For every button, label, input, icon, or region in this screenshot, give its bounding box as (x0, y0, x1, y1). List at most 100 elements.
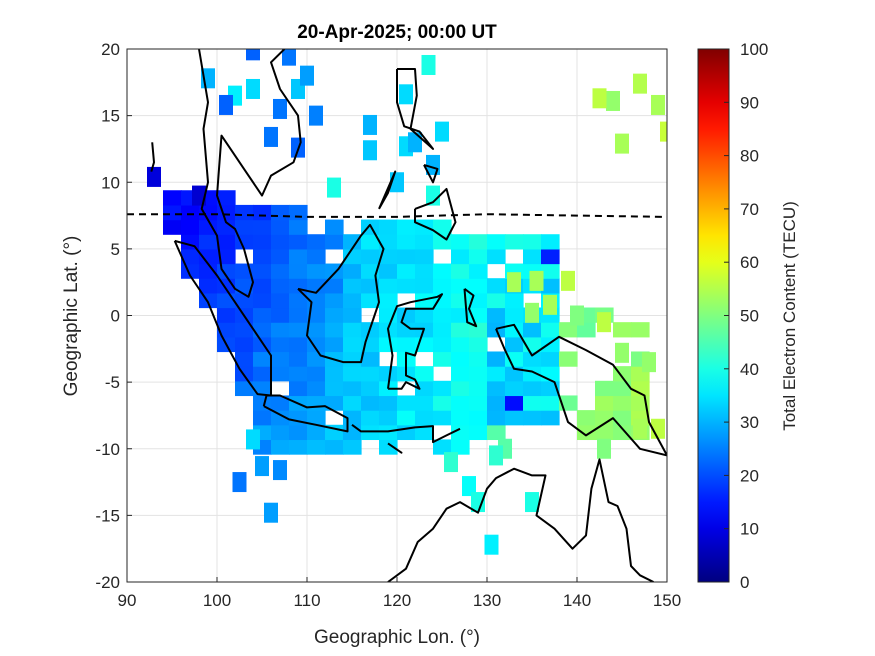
tec-cell (451, 351, 470, 367)
tec-cell (199, 278, 218, 294)
tec-cell (451, 439, 470, 455)
y-tick-label: 5 (111, 240, 120, 259)
tec-cell (289, 219, 308, 235)
tec-cell (271, 219, 290, 235)
tec-cell (361, 410, 380, 426)
tec-cell (289, 351, 308, 367)
tec-point (232, 472, 247, 493)
tec-cell (235, 219, 254, 235)
colorbar-label: Total Electron Content (TECU) (780, 201, 799, 431)
tec-point (282, 49, 296, 66)
tec-cell (433, 336, 452, 353)
tec-cell (289, 292, 308, 309)
tec-cell (289, 307, 308, 323)
tec-cell (595, 380, 614, 397)
tec-cell (541, 248, 560, 265)
y-tick-label: 10 (101, 173, 120, 192)
tec-cell (451, 336, 470, 353)
tec-cell (379, 292, 398, 309)
colorbar-ticks: 0 10 20 30 40 50 60 70 80 90 100 (724, 40, 768, 592)
tec-cell (271, 424, 290, 441)
tec-cell (523, 410, 542, 426)
tec-cell (271, 234, 290, 250)
tec-cell (235, 204, 254, 221)
tec-point (300, 65, 314, 86)
tec-cell (289, 424, 308, 441)
tec-cell (613, 322, 632, 338)
tec-point (363, 140, 377, 161)
tec-cell (487, 248, 506, 265)
tec-cell (325, 292, 344, 309)
tec-cell (181, 219, 200, 235)
tec-cell (505, 234, 524, 250)
colorbar-tick-label: 30 (740, 413, 759, 432)
tec-cell (181, 204, 200, 221)
tec-cell (433, 322, 452, 338)
tec-point (408, 132, 422, 153)
x-tick-label: 120 (383, 591, 411, 610)
tec-cell (199, 263, 218, 279)
tec-cell (271, 410, 290, 426)
tec-cell (415, 278, 434, 294)
tec-cell (307, 395, 326, 411)
tec-cell (433, 219, 452, 235)
coastline (198, 49, 302, 298)
colorbar-tick-label: 40 (740, 360, 759, 379)
tec-point (264, 502, 278, 523)
tec-cell (235, 366, 254, 382)
tec-cell (253, 307, 272, 323)
tec-point (435, 121, 449, 142)
tec-cell (469, 351, 488, 367)
tec-cell (343, 263, 362, 279)
tec-cell (415, 410, 434, 426)
tec-cell (577, 322, 596, 338)
tec-cell (433, 380, 452, 397)
tec-cell (361, 234, 380, 250)
tec-cell (433, 278, 452, 294)
y-tick-label: -20 (95, 573, 120, 592)
tec-cell (199, 292, 218, 309)
tec-cell (415, 248, 434, 265)
y-tick-label: -5 (105, 373, 120, 392)
tec-cell (505, 395, 524, 411)
x-tick-label: 90 (118, 591, 137, 610)
colorbar-tick-label: 20 (740, 466, 759, 485)
tec-cell (541, 410, 560, 426)
tec-point (651, 94, 665, 115)
tec-cell (469, 248, 488, 265)
tec-cell (271, 292, 290, 309)
tec-point (592, 88, 607, 109)
tec-cell (343, 322, 362, 338)
tec-cell (217, 234, 236, 250)
tec-cell (199, 204, 218, 221)
tec-cell (289, 336, 308, 353)
tec-cell (487, 351, 506, 367)
tec-cell (343, 336, 362, 353)
tec-cell (451, 424, 470, 441)
tec-cell (541, 351, 560, 367)
tec-cell (307, 234, 326, 250)
tec-cell (415, 424, 434, 441)
tec-cell (379, 439, 398, 455)
tec-cell (325, 366, 344, 382)
tec-cell (271, 204, 290, 221)
tec-point (642, 352, 656, 373)
tec-cell (217, 219, 236, 235)
tec-cell (343, 380, 362, 397)
tec-point (660, 121, 667, 142)
tec-cell (343, 424, 362, 441)
tec-cell (271, 439, 290, 455)
tec-cell (361, 278, 380, 294)
tec-cell (505, 336, 524, 353)
tec-cell (325, 278, 344, 294)
tec-cell (397, 219, 416, 235)
tec-cell (415, 395, 434, 411)
x-tick-label: 110 (293, 591, 320, 610)
axis-ticks: 90 100 110 120 130 140 150 20 15 10 5 0 -5 -10 -15 -20 (95, 40, 681, 610)
coastline (297, 223, 385, 364)
tec-cell (379, 336, 398, 353)
tec-cell (253, 366, 272, 382)
tec-cell (397, 248, 416, 265)
tec-cell (631, 380, 650, 397)
tec-cell (379, 219, 398, 235)
